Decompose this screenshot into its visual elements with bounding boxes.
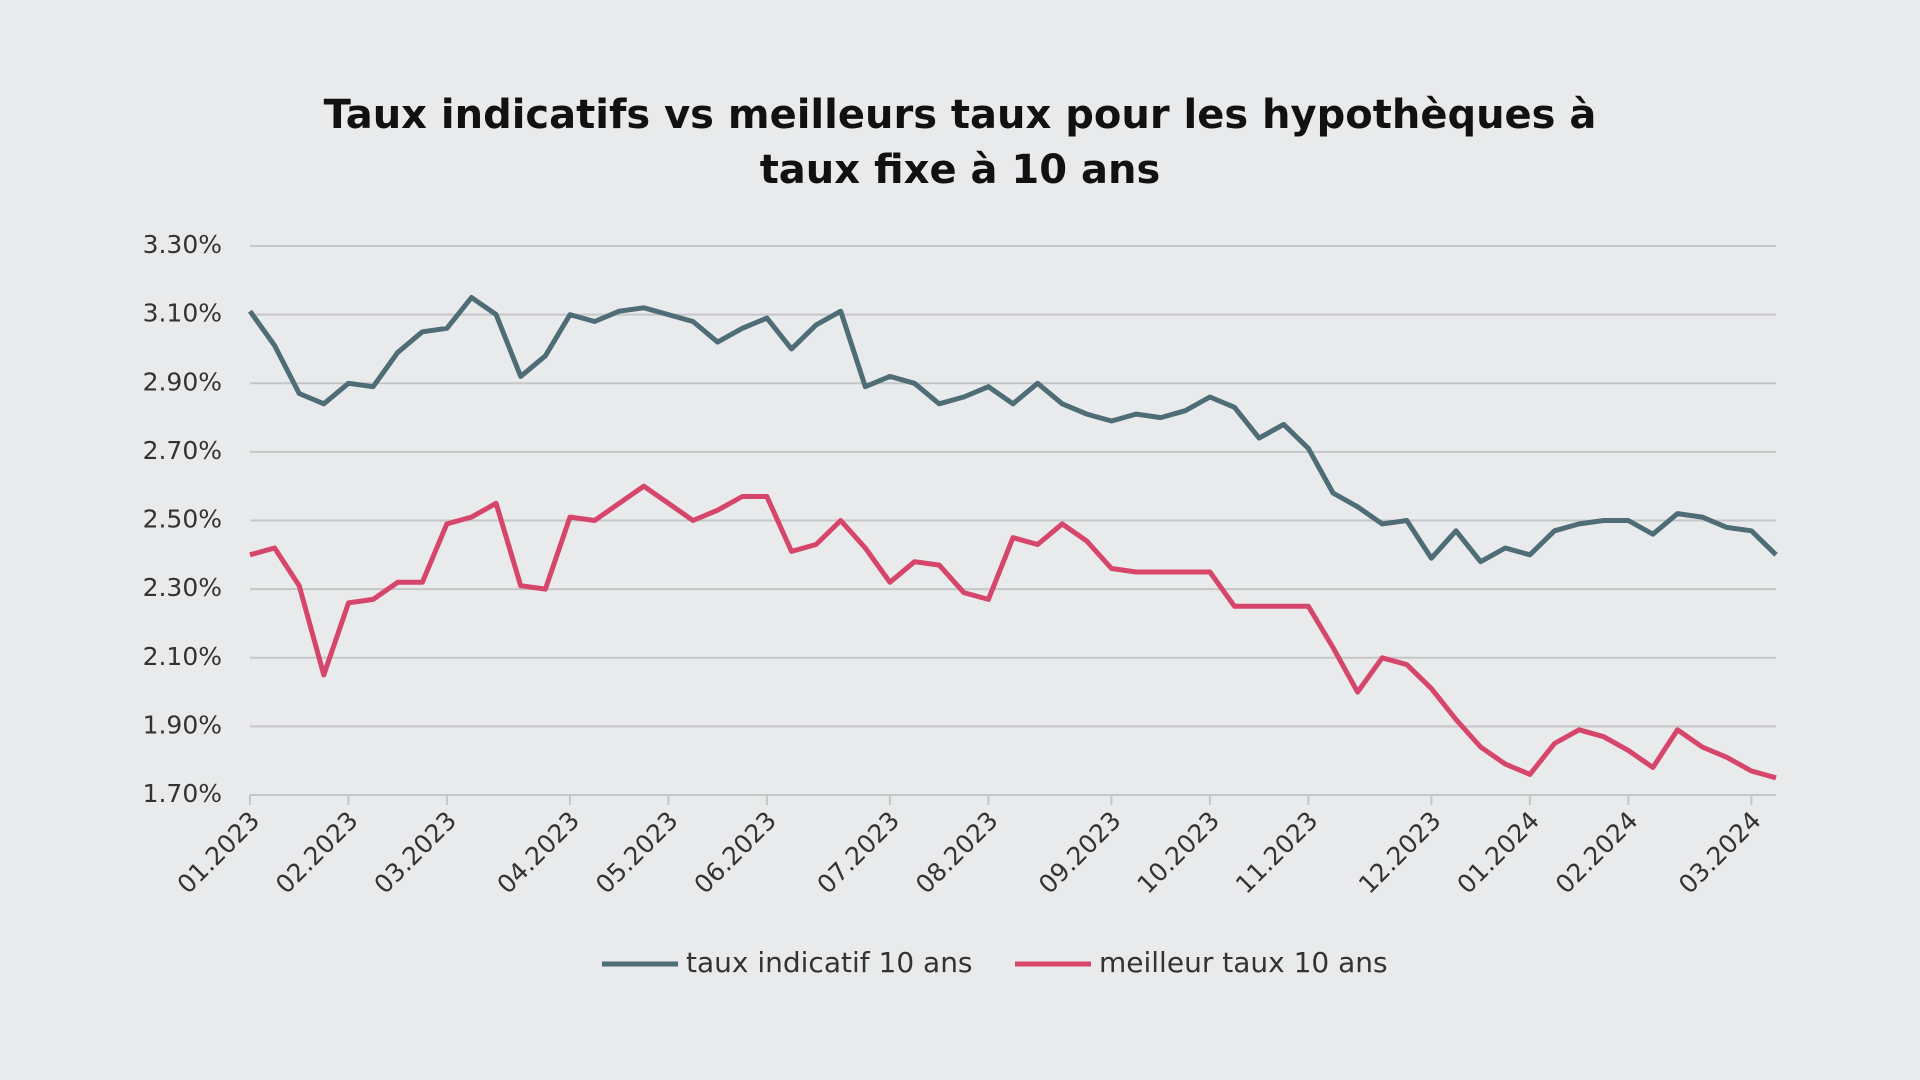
line-series [247,295,1778,565]
x-tick-label: 01.2024 [1451,806,1545,900]
y-tick-label: 1.70% [143,779,222,808]
x-tick-label: 12.2023 [1353,806,1447,900]
y-tick-label: 2.30% [143,573,222,602]
y-tick-label: 1.90% [143,710,222,739]
legend-label: taux indicatif 10 ans [686,946,973,979]
x-tick-label: 06.2023 [688,806,782,900]
chart-title: Taux indicatifs vs meilleurs taux pour l… [323,92,1597,193]
x-tick-label: 02.2023 [270,806,364,900]
legend-label: meilleur taux 10 ans [1099,946,1388,979]
x-tick-label: 03.2024 [1673,806,1767,900]
y-tick-label: 3.30% [143,230,222,259]
x-tick-label: 11.2023 [1230,806,1324,900]
y-tick-label: 2.90% [143,367,222,396]
x-tick-label: 01.2023 [172,806,266,900]
line-series [249,483,1777,781]
y-tick-label: 2.10% [143,642,222,671]
x-tick-label: 03.2023 [368,806,462,900]
x-tick-label: 10.2023 [1131,806,1225,900]
x-tick-label: 09.2023 [1033,806,1127,900]
x-tick-label: 08.2023 [910,806,1004,900]
y-tick-label: 2.70% [143,436,222,465]
y-tick-label: 2.50% [143,505,222,534]
x-tick-label: 05.2023 [590,806,684,900]
y-tick-label: 3.10% [143,299,222,328]
x-tick-label: 04.2023 [492,806,586,900]
x-tick-label: 02.2024 [1550,806,1644,900]
x-tick-label: 07.2023 [812,806,906,900]
